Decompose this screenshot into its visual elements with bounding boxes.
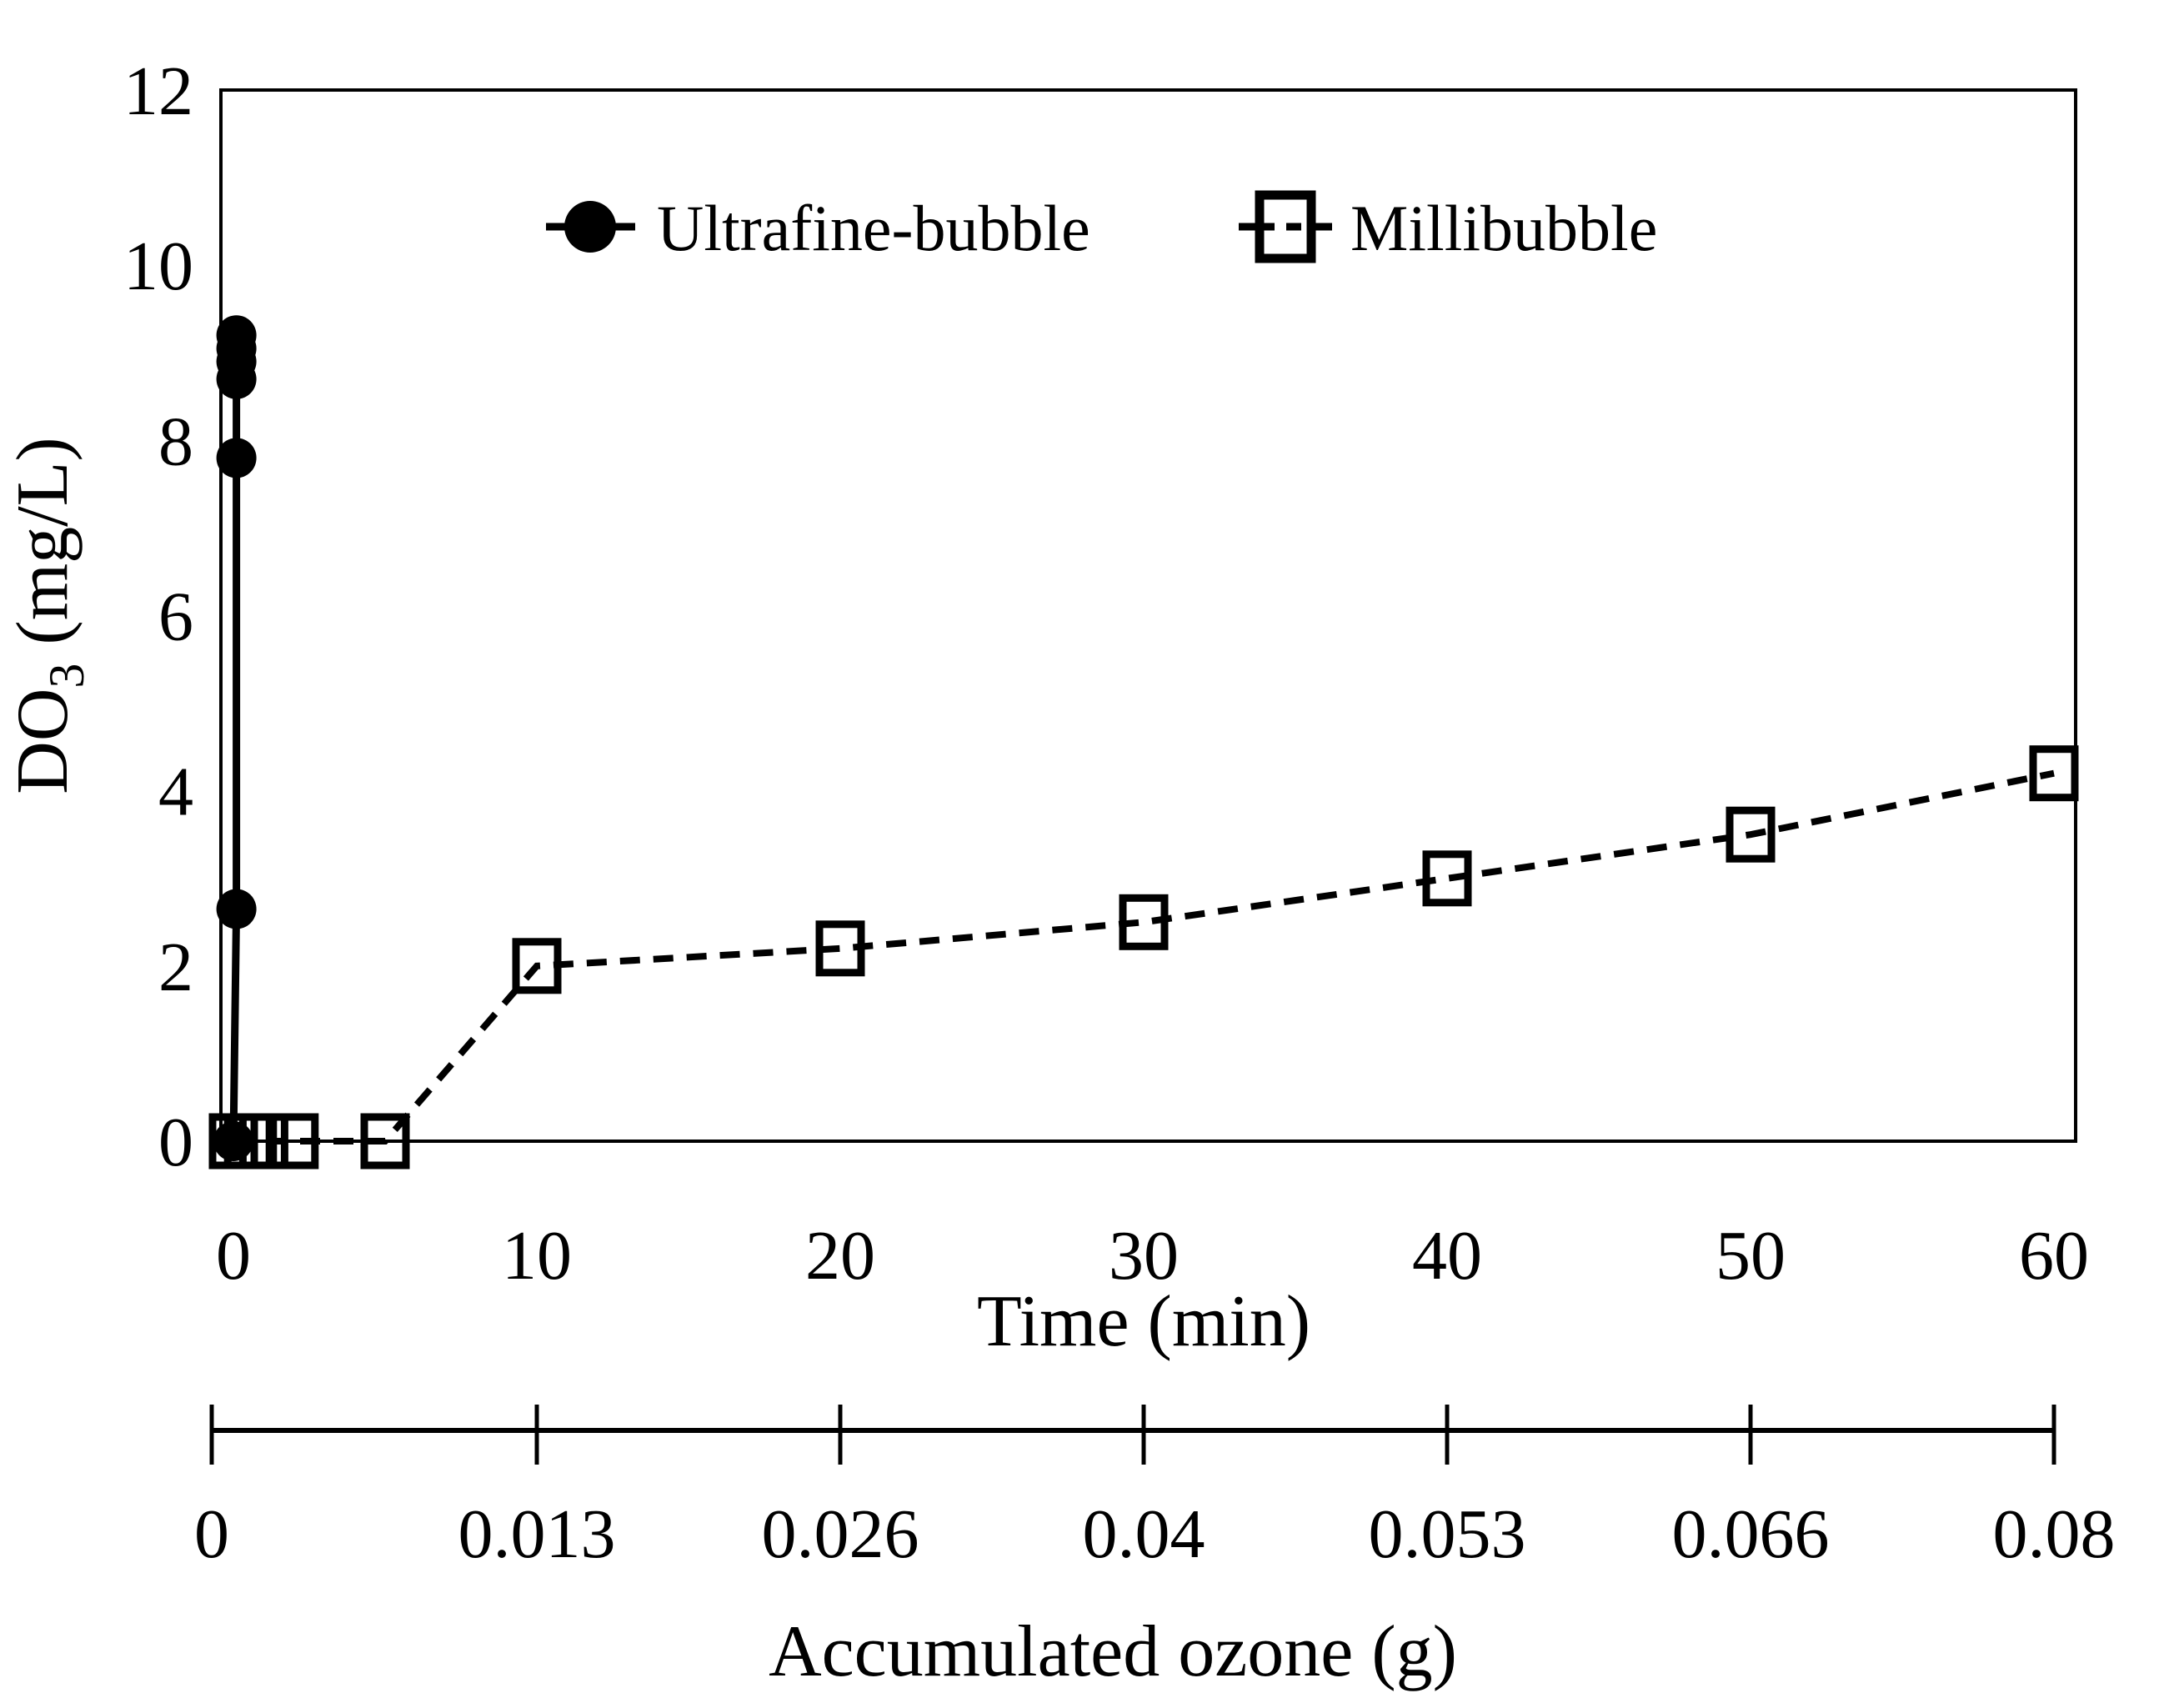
secondary-axis-tick-label: 0.066 xyxy=(1672,1495,1830,1573)
secondary-axis-tick-label: 0.053 xyxy=(1369,1495,1526,1573)
y-axis-tick-label: 4 xyxy=(158,754,193,831)
secondary-axis-tick-label: 0.026 xyxy=(762,1495,919,1573)
legend-ultrafine-label: Ultrafine-bubble xyxy=(657,192,1090,264)
millibubble-point xyxy=(238,1113,288,1170)
ultrafine-point xyxy=(216,438,257,478)
millibubble-point xyxy=(2029,745,2079,802)
x-axis-tick-label: 30 xyxy=(1109,1217,1179,1295)
y-axis-title: DO3 (mg/L) xyxy=(3,437,94,794)
y-axis-tick-label: 10 xyxy=(123,228,193,305)
x-axis-tick-label: 50 xyxy=(1716,1217,1786,1295)
millibubble-line xyxy=(233,769,2055,1145)
x-axis-tick-label: 20 xyxy=(805,1217,875,1295)
millibubble-point xyxy=(1119,894,1169,950)
y-axis-tick-label: 6 xyxy=(158,579,193,656)
secondary-axis-tick-label: 0.08 xyxy=(1993,1495,2116,1573)
secondary-axis-tick-label: 0 xyxy=(194,1495,229,1573)
x-axis-tick-label: 60 xyxy=(2019,1217,2089,1295)
millibubble-point xyxy=(815,920,865,977)
ultrafine-point xyxy=(216,889,257,929)
millibubble-point xyxy=(269,1113,319,1170)
y-axis-tick-label: 0 xyxy=(158,1104,193,1181)
x-axis-tick-label: 0 xyxy=(216,1217,251,1295)
plot-frame xyxy=(219,88,2077,1143)
millibubble-point xyxy=(1422,850,1472,907)
secondary-axis-title: Accumulated ozone (g) xyxy=(769,1611,1457,1692)
y-axis-tick-label: 8 xyxy=(158,403,193,480)
legend-millibubble-label: Millibubble xyxy=(1350,192,1657,264)
x-axis-tick-label: 10 xyxy=(502,1217,572,1295)
millibubble-point xyxy=(360,1113,410,1170)
secondary-axis-tick-label: 0.013 xyxy=(458,1495,616,1573)
millibubble-point xyxy=(1726,806,1776,863)
secondary-axis-tick-label: 0.04 xyxy=(1083,1495,1205,1573)
legend-ultrafine-marker xyxy=(564,201,616,253)
x-axis-title: Time (min) xyxy=(977,1281,1310,1362)
y-axis-tick-label: 2 xyxy=(158,929,193,1006)
y-axis-tick-label: 12 xyxy=(123,53,193,130)
ultrafine-point xyxy=(216,315,257,356)
millibubble-point xyxy=(512,938,562,994)
x-axis-tick-label: 40 xyxy=(1412,1217,1482,1295)
